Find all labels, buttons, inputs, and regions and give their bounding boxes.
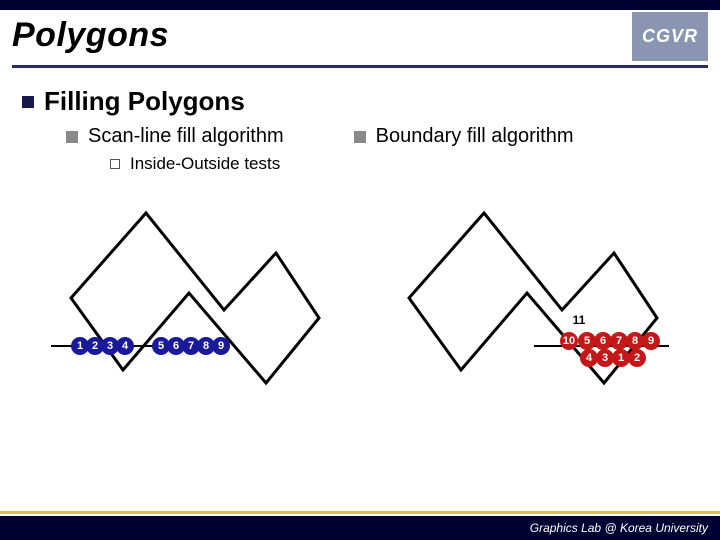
bullet-square-icon	[22, 96, 34, 108]
bullet-hollow-icon	[110, 159, 120, 169]
sub-right-text: Boundary fill algorithm	[376, 125, 574, 148]
sub-left: Scan-line fill algorithm	[66, 125, 284, 148]
top-bar	[0, 0, 720, 10]
slide-title: Polygons	[12, 16, 632, 55]
bullet-square-icon	[66, 131, 78, 143]
diagram-left: 123456789	[41, 188, 341, 428]
sub-left-text: Scan-line fill algorithm	[88, 125, 284, 148]
number-circle: 9	[642, 332, 660, 350]
number-circle: 2	[628, 349, 646, 367]
subsub-text: Inside-Outside tests	[130, 154, 280, 174]
number-circle: 4	[116, 337, 134, 355]
diagrams-container: 123456789 1056789431211	[12, 188, 708, 428]
lab-badge: CGVR	[632, 12, 708, 61]
number-circle: 9	[212, 337, 230, 355]
footer-text: Graphics Lab @ Korea University	[530, 521, 708, 535]
extra-label: 11	[573, 313, 586, 327]
content-area: Filling Polygons Scan-line fill algorith…	[0, 68, 720, 428]
subheading-row: Scan-line fill algorithm Boundary fill a…	[66, 125, 708, 148]
heading-row: Filling Polygons	[22, 86, 708, 117]
diagram-right: 1056789431211	[379, 188, 679, 428]
heading-text: Filling Polygons	[44, 86, 245, 117]
number-circle: 10	[560, 332, 578, 350]
header-row: Polygons CGVR	[0, 10, 720, 61]
subsub-row: Inside-Outside tests	[110, 154, 708, 174]
bullet-square-icon	[354, 131, 366, 143]
sub-right: Boundary fill algorithm	[354, 125, 574, 148]
bottom-bar: Graphics Lab @ Korea University	[0, 516, 720, 540]
